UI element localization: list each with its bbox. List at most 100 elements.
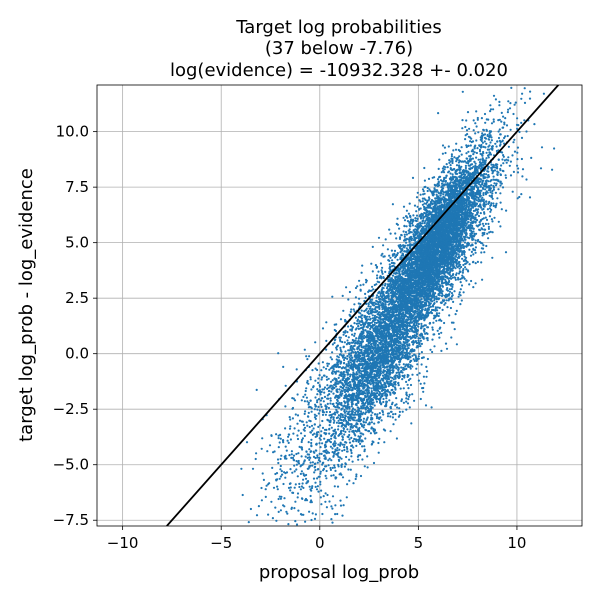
scatter-point (516, 158, 519, 161)
scatter-point (488, 132, 491, 135)
scatter-point (422, 247, 425, 250)
scatter-point (492, 175, 495, 178)
scatter-point (449, 178, 452, 181)
scatter-point (403, 219, 407, 222)
scatter-point (414, 217, 417, 220)
scatter-point (449, 172, 452, 175)
scatter-point (485, 173, 488, 176)
scatter-point (431, 176, 434, 179)
scatter-point (464, 166, 467, 170)
scatter-point (433, 235, 436, 238)
scatter-points (240, 86, 556, 526)
scatter-point (441, 218, 444, 222)
scatter-point (451, 276, 454, 279)
scatter-point (408, 240, 411, 243)
scatter-point (478, 240, 481, 243)
scatter-point (507, 159, 510, 162)
plot-area (166, 85, 560, 526)
scatter-point (421, 200, 424, 203)
scatter-point (458, 155, 461, 158)
scatter-point (495, 202, 498, 205)
scatter-point (507, 156, 510, 159)
scatter-point (460, 153, 463, 156)
scatter-point (451, 173, 454, 176)
scatter-point (477, 214, 481, 218)
scatter-point (499, 201, 502, 204)
scatter-point (514, 101, 517, 104)
scatter-point (459, 288, 462, 291)
scatter-point (521, 175, 524, 178)
scatter-point (483, 251, 486, 254)
scatter-point (492, 120, 495, 123)
scatter-point (465, 190, 468, 193)
scatter-point (440, 192, 443, 195)
scatter-point (412, 343, 415, 346)
scatter-point (459, 303, 462, 306)
scatter-point (389, 256, 392, 259)
scatter-point (467, 150, 470, 153)
scatter-point (396, 253, 399, 256)
scatter-point (464, 164, 467, 167)
scatter-point (468, 248, 471, 251)
scatter-point (454, 186, 457, 189)
scatter-point (492, 108, 495, 111)
scatter-point (495, 163, 498, 166)
scatter-point (501, 158, 504, 161)
scatter-point (457, 233, 460, 236)
scatter-point (470, 163, 474, 166)
scatter-point (487, 225, 490, 228)
scatter-point (407, 232, 410, 235)
scatter-point (499, 184, 502, 187)
scatter-point (461, 243, 464, 246)
scatter-point (503, 121, 506, 124)
scatter-point (489, 210, 492, 213)
scatter-point (458, 179, 461, 182)
scatter-point (460, 299, 463, 302)
scatter-point (468, 164, 471, 167)
scatter-point (447, 244, 450, 247)
scatter-point (414, 225, 417, 228)
grid-lines (97, 85, 582, 526)
scatter-point (405, 247, 408, 250)
scatter-point (434, 292, 437, 295)
scatter-point (500, 164, 503, 167)
scatter-point (464, 177, 467, 180)
scatter-point (475, 151, 478, 155)
scatter-point (480, 117, 483, 120)
scatter-point (494, 206, 497, 209)
scatter-point (516, 171, 520, 174)
scatter-point (461, 271, 464, 274)
scatter-point (507, 108, 510, 111)
scatter-point (471, 212, 474, 215)
scatter-point (483, 140, 486, 143)
scatter-point (458, 267, 461, 270)
scatter-point (482, 224, 485, 227)
scatter-point (438, 210, 441, 213)
scatter-point (482, 192, 485, 195)
scatter-point (484, 222, 487, 225)
scatter-point (461, 127, 464, 130)
scatter-point (480, 251, 483, 254)
scatter-point (489, 191, 492, 194)
scatter-point (427, 254, 431, 257)
scatter-point (451, 161, 454, 165)
scatter-point (458, 293, 461, 296)
scatter-point (495, 149, 498, 153)
scatter-point (437, 195, 440, 198)
scatter-point (479, 185, 482, 188)
scatter-point (435, 271, 438, 274)
scatter-point (394, 284, 397, 288)
scatter-point (487, 180, 490, 183)
scatter-point (452, 273, 455, 276)
scatter-point (512, 112, 515, 116)
scatter-point (405, 233, 408, 236)
scatter-point (485, 142, 488, 145)
title-line-2: (37 below -7.76) (265, 38, 413, 59)
scatter-point (485, 203, 488, 206)
scatter-point (487, 237, 490, 240)
scatter-point (499, 192, 502, 195)
scatter-point (475, 156, 478, 159)
scatter-point (477, 181, 480, 184)
scatter-point (486, 232, 489, 235)
